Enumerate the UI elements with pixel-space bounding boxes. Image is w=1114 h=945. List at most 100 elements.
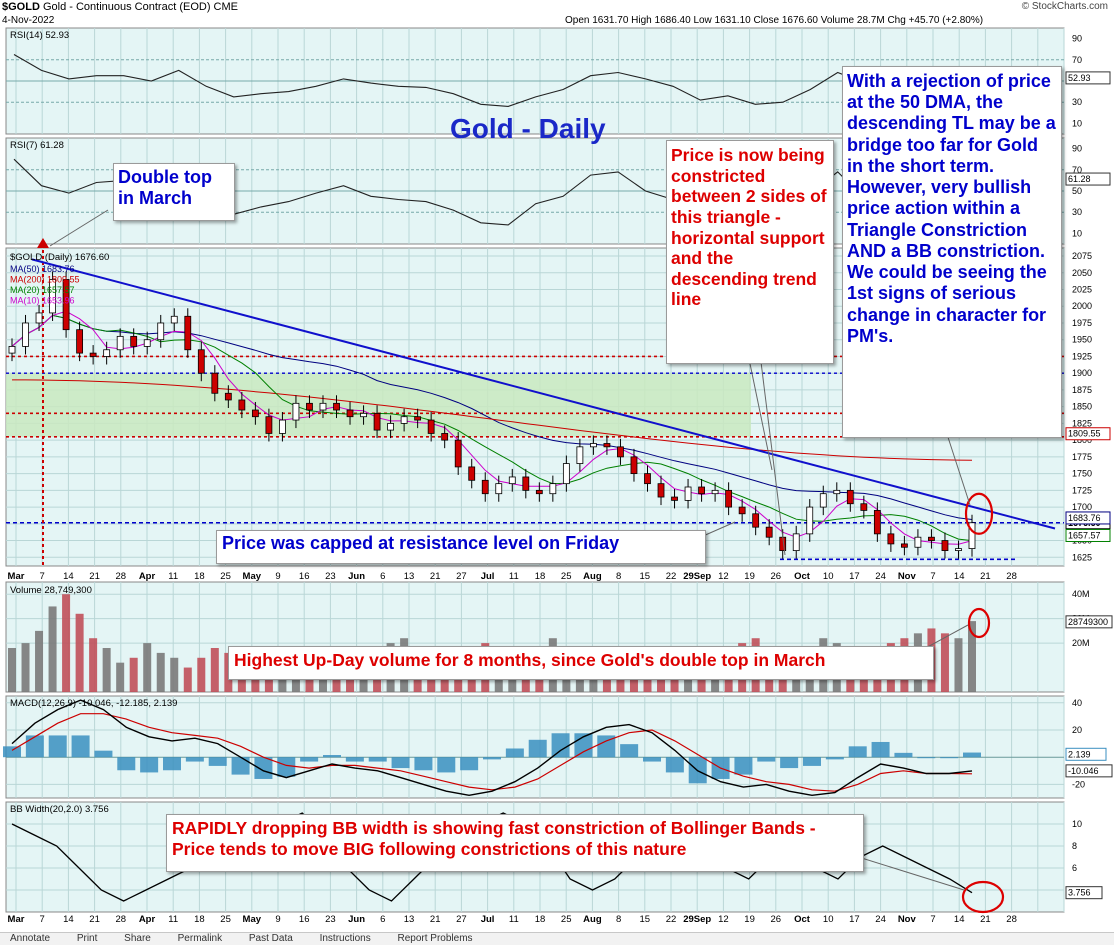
candle-down: [900, 543, 908, 548]
triangle-pointer: [759, 353, 786, 556]
price-xtick: 14: [954, 571, 965, 582]
macd-histogram-bar: [185, 757, 204, 762]
price-xtick: 18: [194, 571, 205, 582]
price-xtick: 21: [430, 571, 441, 582]
bbw-xtick: 19: [744, 914, 755, 925]
macd-histogram-bar: [894, 752, 913, 758]
candle-down: [211, 372, 219, 394]
candle-down: [873, 510, 881, 535]
macd-histogram-bar: [391, 757, 410, 769]
volume-bar: [143, 643, 152, 692]
toolbar-annotate[interactable]: Annotate: [10, 933, 51, 944]
candle-down: [306, 402, 313, 411]
toolbar-share[interactable]: Share: [124, 933, 151, 944]
candle-up: [8, 346, 16, 354]
rsi14-tick: 30: [1072, 97, 1082, 107]
volume-annotation: Highest Up-Day volume for 8 months, sinc…: [228, 646, 934, 680]
price-last-box: [1065, 427, 1111, 441]
bbw-tick: 8: [1072, 841, 1077, 851]
candle-up: [833, 489, 841, 495]
bbw-xtick: 22: [666, 914, 677, 925]
triangle-pointer-2: [747, 353, 773, 471]
price-xtick: 18: [535, 571, 546, 582]
ma-legend-1: MA(200) 1809.55: [10, 275, 80, 285]
volume-bar: [62, 594, 71, 692]
double-top-arrow: [37, 238, 49, 248]
price-xtick: 8: [616, 571, 621, 582]
volume-last-box: [1065, 615, 1113, 629]
rsi7-last-value: 61.28: [1068, 174, 1091, 184]
toolbar-report-problems[interactable]: Report Problems: [397, 933, 473, 944]
candle-up: [35, 312, 43, 324]
candle-up: [387, 423, 394, 431]
ma-legend-3: MA(10) 1653.96: [10, 296, 75, 306]
volume-bar: [170, 657, 179, 692]
candle-down: [441, 433, 449, 441]
toolbar-permalink[interactable]: Permalink: [177, 933, 223, 944]
bbw-xtick: 26: [771, 914, 782, 925]
candle-up: [562, 463, 570, 485]
macd-histogram-bar: [163, 757, 181, 771]
candle-down: [414, 416, 422, 421]
candle-up: [143, 339, 151, 347]
chart-title: Gold - Daily: [450, 113, 606, 144]
price-xtick: 28: [116, 571, 127, 582]
macd-histogram-bar: [825, 757, 844, 760]
price-xtick: Nov: [898, 571, 917, 582]
macd-tick: -20: [1072, 779, 1085, 789]
toolbar-past-data[interactable]: Past Data: [248, 933, 293, 944]
bbw-xtick: 25: [220, 914, 231, 925]
macd-histogram-bar: [848, 746, 867, 758]
candle-up: [819, 493, 827, 508]
bbw-xtick: Aug: [583, 914, 602, 925]
toolbar-instructions[interactable]: Instructions: [319, 933, 371, 944]
price-tick: 1725: [1072, 485, 1092, 495]
candle-up: [576, 446, 584, 464]
price-tick: 1700: [1072, 502, 1092, 512]
chart-date: 4-Nov-2022: [2, 15, 55, 26]
volume-bar: [48, 606, 57, 692]
price-highlight-circle: [964, 492, 994, 535]
candle-down: [617, 446, 624, 458]
candle-up: [279, 419, 286, 434]
bbw-xtick: 8: [616, 914, 621, 925]
candle-down: [224, 392, 232, 401]
volume-tick: 20M: [1072, 638, 1090, 648]
candle-down: [765, 526, 773, 538]
macd-line: [11, 699, 973, 797]
macd-histogram-bar: [231, 757, 250, 775]
volume-bar: [156, 652, 165, 692]
price-xtick: Oct: [794, 571, 811, 582]
volume-bar: [129, 657, 138, 692]
price-tick: 1900: [1072, 368, 1092, 378]
symbol: $GOLD: [2, 1, 40, 13]
toolbar-print[interactable]: Print: [76, 933, 98, 944]
price-last-box: [1065, 511, 1111, 525]
bbw-xtick: 14: [63, 914, 74, 925]
macd-histogram-bar: [940, 757, 959, 759]
candle-down: [346, 409, 354, 418]
bbw-xtick: Jul: [481, 914, 495, 925]
candle-down: [481, 479, 489, 495]
bbw-xtick: 9: [275, 914, 280, 925]
macd-histogram-bar: [345, 757, 364, 762]
volume-last-value: 28749300: [1068, 617, 1108, 627]
candle-down: [427, 419, 435, 434]
rsi7-label: RSI(7) 61.28: [10, 140, 64, 151]
candle-up: [495, 483, 503, 495]
bbw-xtick: 10: [823, 914, 834, 925]
volume-bar: [940, 633, 949, 692]
macd-hist-box: [1065, 747, 1107, 761]
price-xtick: 16: [299, 571, 310, 582]
rsi14-tick: 10: [1072, 118, 1082, 128]
candle-up: [157, 322, 165, 341]
rsi7-tick: 30: [1072, 207, 1082, 217]
macd-histogram-bar: [871, 741, 890, 758]
candle-down: [671, 496, 678, 501]
price-xtick: Jun: [348, 571, 365, 582]
candle-down: [603, 443, 611, 448]
price-tick: 2050: [1072, 268, 1092, 278]
candle-down: [644, 473, 651, 485]
rsi14-tick: 70: [1072, 55, 1082, 65]
price-xtick: 23: [325, 571, 336, 582]
